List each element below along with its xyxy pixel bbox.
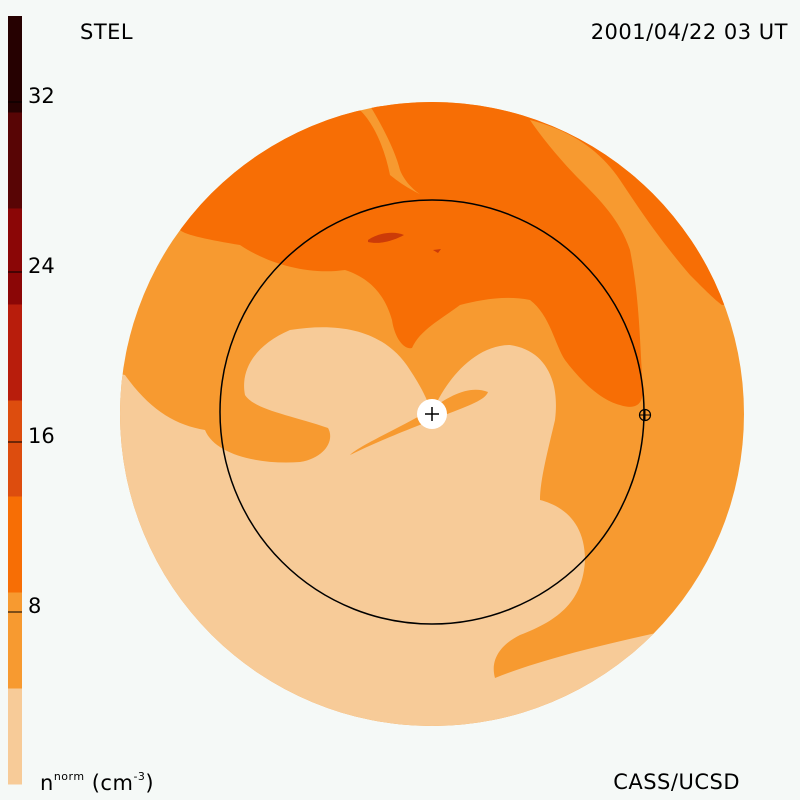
colorbar-band: [8, 112, 22, 209]
colorbar-band: [8, 208, 22, 305]
region-dark-patch: [368, 232, 404, 243]
units-base: n: [40, 771, 54, 795]
units-label: nnorm (cm-3): [40, 770, 154, 795]
colorbar-tick-label: 8: [28, 594, 42, 618]
source-label: STEL: [80, 20, 134, 44]
region-lightest: [120, 327, 744, 726]
colorbar-band: [8, 400, 22, 497]
units-exp: -3: [133, 770, 146, 783]
earth-orbit-circle: [219, 199, 645, 625]
colorbar-tick-label: 24: [28, 254, 55, 278]
region-center-sliver: [350, 389, 488, 455]
credit-label: CASS/UCSD: [613, 770, 740, 794]
colorbar: [8, 16, 22, 785]
colorbar-band: [8, 688, 22, 785]
colorbar-tick-label: 16: [28, 424, 55, 448]
colorbar-band: [8, 16, 22, 113]
colorbar-ticks: [8, 101, 22, 613]
region-dark-dot: [433, 249, 441, 253]
colorbar-tick-label: 32: [28, 84, 55, 108]
units-suffix: (cm: [84, 771, 134, 795]
colorbar-band: [8, 496, 22, 593]
colorbar-band: [8, 592, 22, 689]
region-medium-orange: [180, 102, 744, 407]
colorbar-band: [8, 304, 22, 401]
timestamp-label: 2001/04/22 03 UT: [590, 20, 788, 44]
units-sup: norm: [53, 770, 85, 783]
units-close: ): [145, 771, 155, 795]
